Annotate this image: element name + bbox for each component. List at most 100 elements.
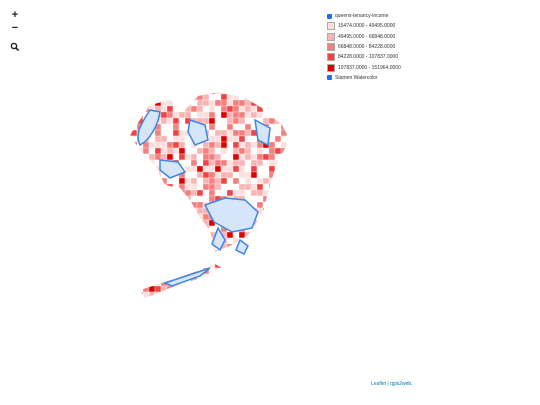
tract bbox=[166, 183, 174, 191]
tract bbox=[130, 249, 132, 257]
tract bbox=[226, 177, 234, 185]
tract bbox=[178, 177, 186, 185]
tract bbox=[166, 153, 174, 161]
tract bbox=[178, 219, 186, 227]
tract bbox=[256, 279, 264, 287]
tract bbox=[166, 231, 174, 239]
tract bbox=[208, 177, 216, 185]
tract bbox=[142, 213, 150, 221]
tract bbox=[256, 111, 264, 119]
tract bbox=[226, 255, 234, 263]
tract bbox=[154, 219, 162, 227]
tract bbox=[136, 105, 144, 113]
tract bbox=[208, 111, 216, 119]
attribution[interactable]: Leaflet | qgis2web, bbox=[371, 381, 413, 387]
tract bbox=[226, 297, 234, 298]
tract bbox=[154, 237, 162, 245]
tract bbox=[148, 249, 156, 257]
tract bbox=[190, 153, 198, 161]
tract bbox=[256, 273, 264, 281]
tract bbox=[244, 147, 252, 155]
tract bbox=[160, 273, 168, 281]
tract bbox=[232, 285, 240, 293]
tract bbox=[202, 159, 210, 167]
tract bbox=[250, 285, 258, 293]
tract bbox=[280, 243, 288, 251]
tract bbox=[202, 285, 210, 293]
tract bbox=[286, 201, 290, 209]
tract bbox=[160, 92, 168, 95]
tract bbox=[293, 184, 299, 190]
tract bbox=[256, 255, 264, 263]
tract bbox=[130, 225, 138, 233]
tract bbox=[293, 298, 299, 304]
tract bbox=[220, 171, 228, 179]
tract bbox=[268, 201, 276, 209]
tract bbox=[268, 207, 276, 215]
tract bbox=[238, 285, 246, 293]
tract bbox=[268, 243, 276, 251]
tract bbox=[238, 105, 246, 113]
tract bbox=[130, 279, 138, 287]
tract bbox=[196, 159, 204, 167]
tract bbox=[208, 273, 216, 281]
tract bbox=[160, 225, 168, 233]
tract bbox=[130, 243, 132, 251]
tract bbox=[232, 123, 240, 131]
tract bbox=[244, 279, 252, 287]
tract bbox=[280, 273, 288, 281]
tract bbox=[226, 159, 234, 167]
tract bbox=[208, 147, 216, 155]
tract bbox=[190, 93, 198, 101]
tract bbox=[148, 225, 156, 233]
tract bbox=[196, 105, 204, 113]
tract bbox=[196, 147, 204, 155]
tract bbox=[226, 261, 234, 269]
tract bbox=[172, 297, 180, 298]
tract bbox=[214, 267, 222, 275]
tract bbox=[238, 273, 246, 281]
tract bbox=[142, 285, 150, 293]
tract bbox=[184, 153, 192, 161]
tract bbox=[184, 189, 192, 197]
tract bbox=[256, 225, 264, 233]
tract bbox=[178, 153, 186, 161]
tract bbox=[280, 225, 288, 233]
tract bbox=[280, 201, 288, 209]
tract bbox=[232, 291, 240, 298]
tract bbox=[166, 141, 174, 149]
tract bbox=[130, 279, 132, 287]
tract bbox=[250, 243, 258, 251]
tract bbox=[172, 111, 180, 119]
tract bbox=[130, 147, 138, 155]
zoom-out[interactable]: − bbox=[11, 22, 19, 34]
tract bbox=[136, 237, 144, 245]
tract bbox=[202, 243, 210, 251]
layer-checkbox[interactable] bbox=[327, 75, 332, 81]
tract bbox=[238, 171, 246, 179]
tract bbox=[166, 213, 174, 221]
tract bbox=[244, 111, 252, 119]
tract bbox=[280, 237, 288, 245]
tract bbox=[280, 267, 288, 275]
tract bbox=[280, 195, 288, 203]
zoom-in[interactable]: + bbox=[11, 9, 19, 21]
tract bbox=[136, 183, 144, 191]
tract bbox=[280, 207, 288, 215]
tract bbox=[268, 93, 276, 101]
tract bbox=[166, 129, 174, 137]
tract bbox=[178, 207, 186, 215]
layer-checkbox[interactable] bbox=[327, 13, 332, 19]
tract bbox=[130, 201, 132, 209]
tract bbox=[184, 177, 192, 185]
tract bbox=[226, 249, 234, 257]
tract bbox=[142, 267, 150, 275]
tract bbox=[238, 189, 246, 197]
tract bbox=[214, 255, 222, 263]
tract bbox=[148, 231, 156, 239]
tract bbox=[184, 147, 192, 155]
tract bbox=[142, 147, 150, 155]
tract bbox=[274, 297, 282, 298]
search-icon[interactable] bbox=[10, 42, 20, 52]
tract bbox=[130, 92, 138, 95]
